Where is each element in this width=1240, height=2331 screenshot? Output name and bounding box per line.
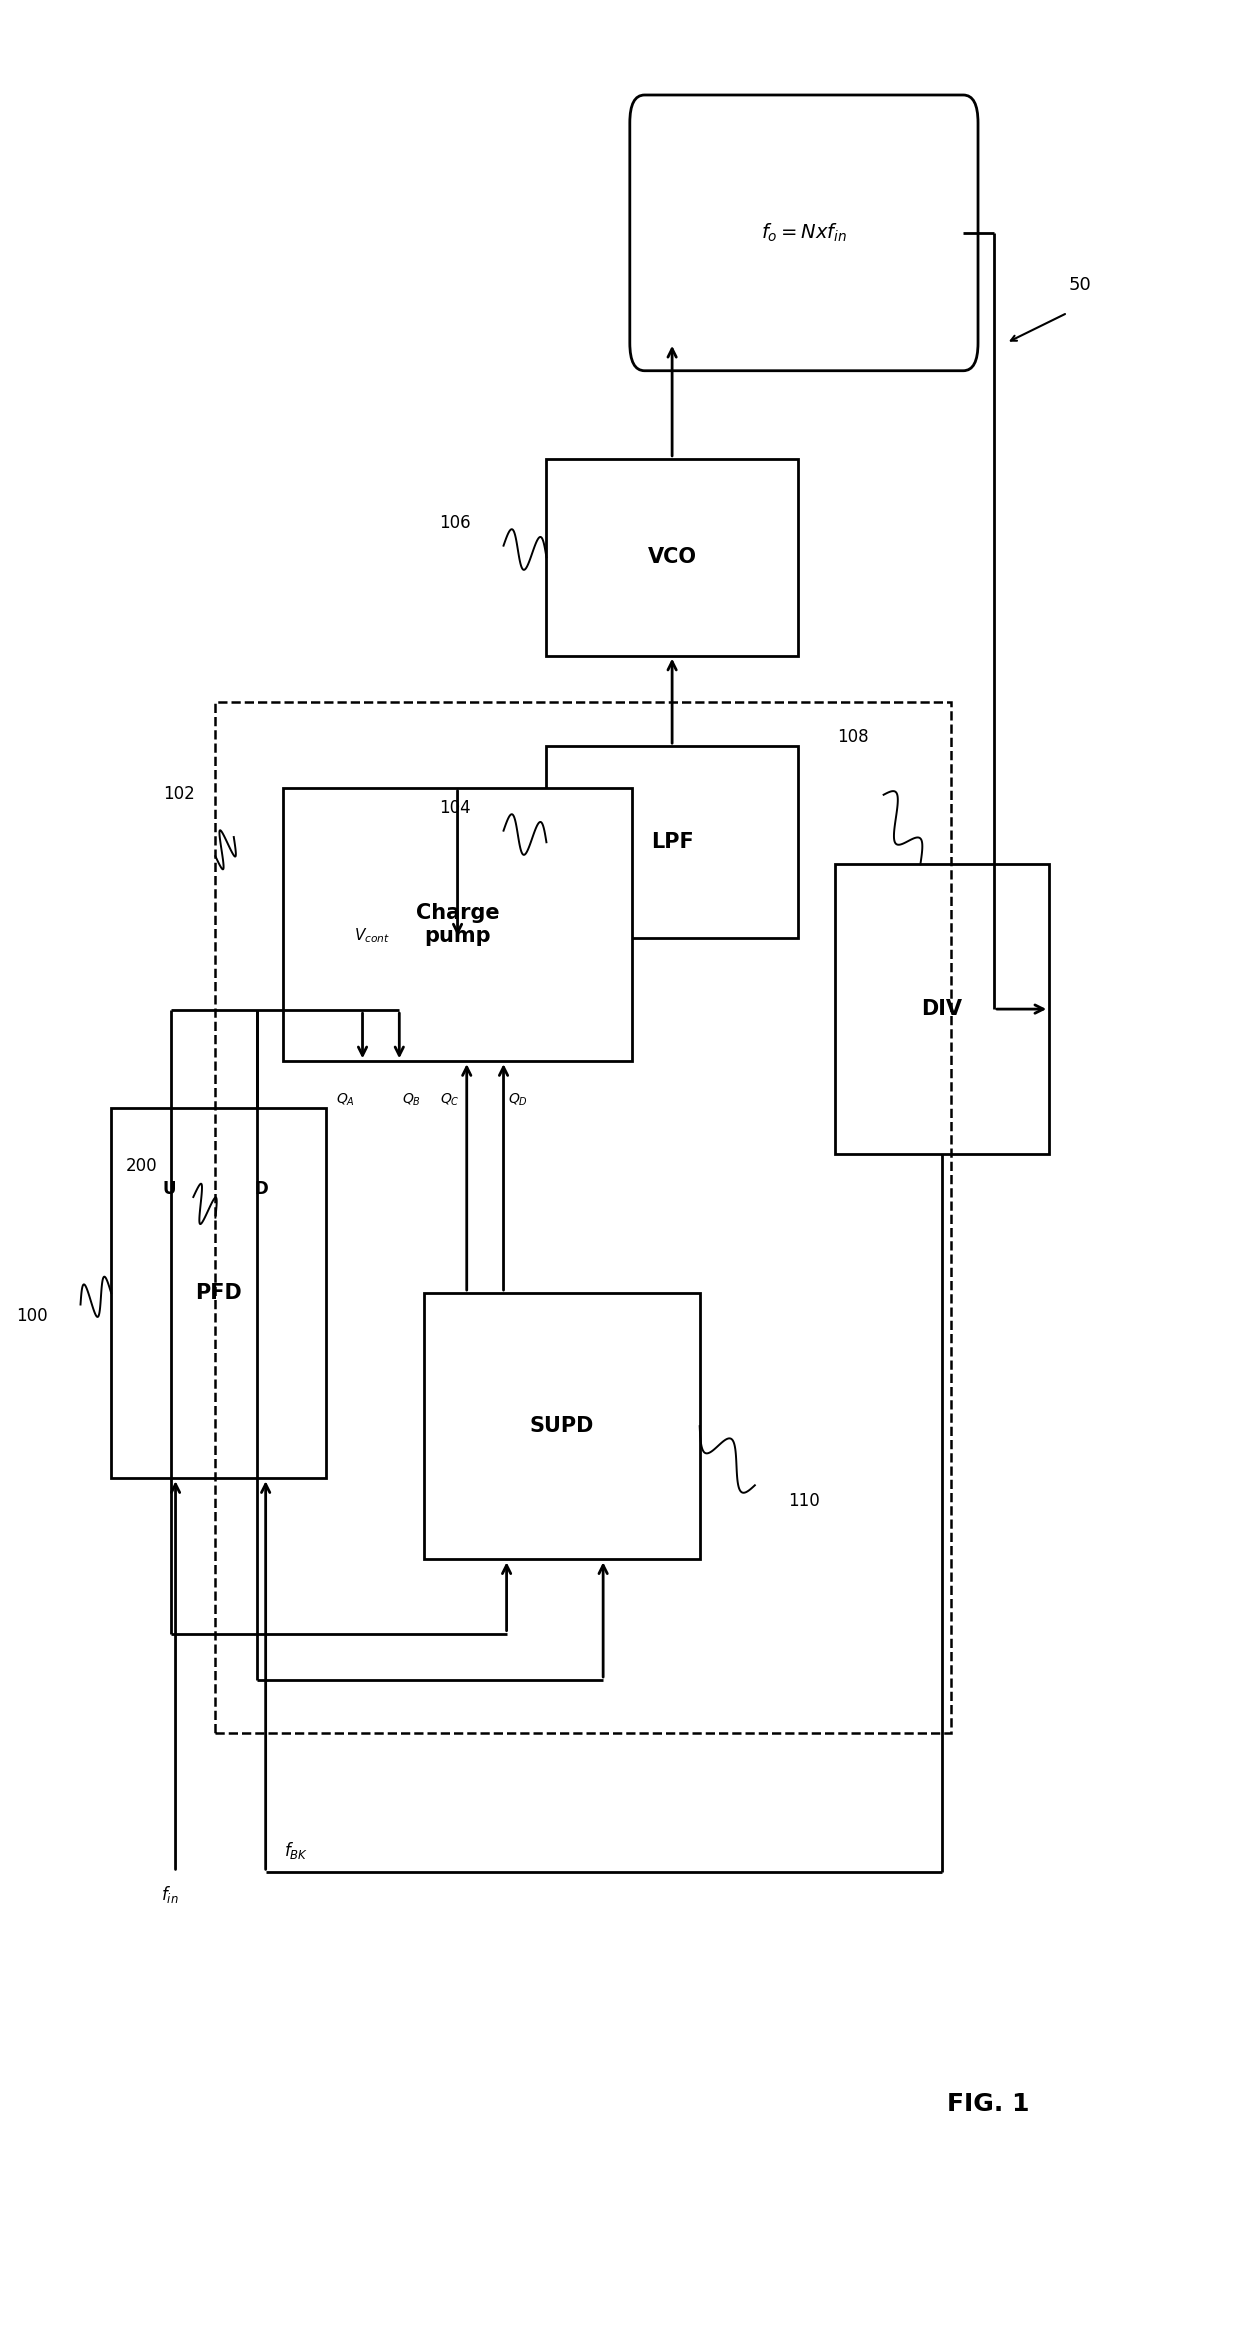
Bar bbox=[424, 1294, 699, 1559]
Text: $Q_B$: $Q_B$ bbox=[402, 1091, 420, 1107]
Bar bbox=[283, 788, 632, 1061]
Text: DIV: DIV bbox=[921, 1000, 962, 1019]
Text: 200: 200 bbox=[126, 1156, 157, 1175]
Text: PFD: PFD bbox=[195, 1282, 242, 1303]
Text: FIG. 1: FIG. 1 bbox=[946, 2091, 1029, 2117]
Text: 50: 50 bbox=[1069, 275, 1091, 294]
FancyBboxPatch shape bbox=[630, 96, 978, 371]
Text: SUPD: SUPD bbox=[529, 1417, 594, 1436]
Text: U: U bbox=[162, 1179, 176, 1198]
Text: $f_{in}$: $f_{in}$ bbox=[160, 1883, 179, 1904]
Text: $f_{BK}$: $f_{BK}$ bbox=[284, 1839, 309, 1860]
Text: 108: 108 bbox=[837, 727, 869, 746]
Bar bbox=[112, 1107, 326, 1478]
Text: $V_{cont}$: $V_{cont}$ bbox=[353, 928, 391, 946]
Text: LPF: LPF bbox=[651, 832, 693, 853]
Text: 110: 110 bbox=[789, 1492, 820, 1510]
Text: D: D bbox=[254, 1179, 268, 1198]
Text: 106: 106 bbox=[439, 513, 470, 531]
Bar bbox=[835, 865, 1049, 1154]
Text: $f_o=Nxf_{in}$: $f_o=Nxf_{in}$ bbox=[761, 221, 847, 245]
Text: 104: 104 bbox=[439, 800, 470, 816]
Text: Charge
pump: Charge pump bbox=[415, 902, 500, 946]
Text: $Q_A$: $Q_A$ bbox=[336, 1091, 355, 1107]
Bar bbox=[547, 459, 797, 655]
Bar bbox=[547, 746, 797, 939]
Text: 102: 102 bbox=[162, 786, 195, 804]
Text: VCO: VCO bbox=[647, 548, 697, 566]
Text: $Q_C$: $Q_C$ bbox=[440, 1091, 459, 1107]
Text: 100: 100 bbox=[16, 1308, 47, 1324]
Bar bbox=[216, 702, 951, 1734]
Text: $Q_D$: $Q_D$ bbox=[508, 1091, 528, 1107]
